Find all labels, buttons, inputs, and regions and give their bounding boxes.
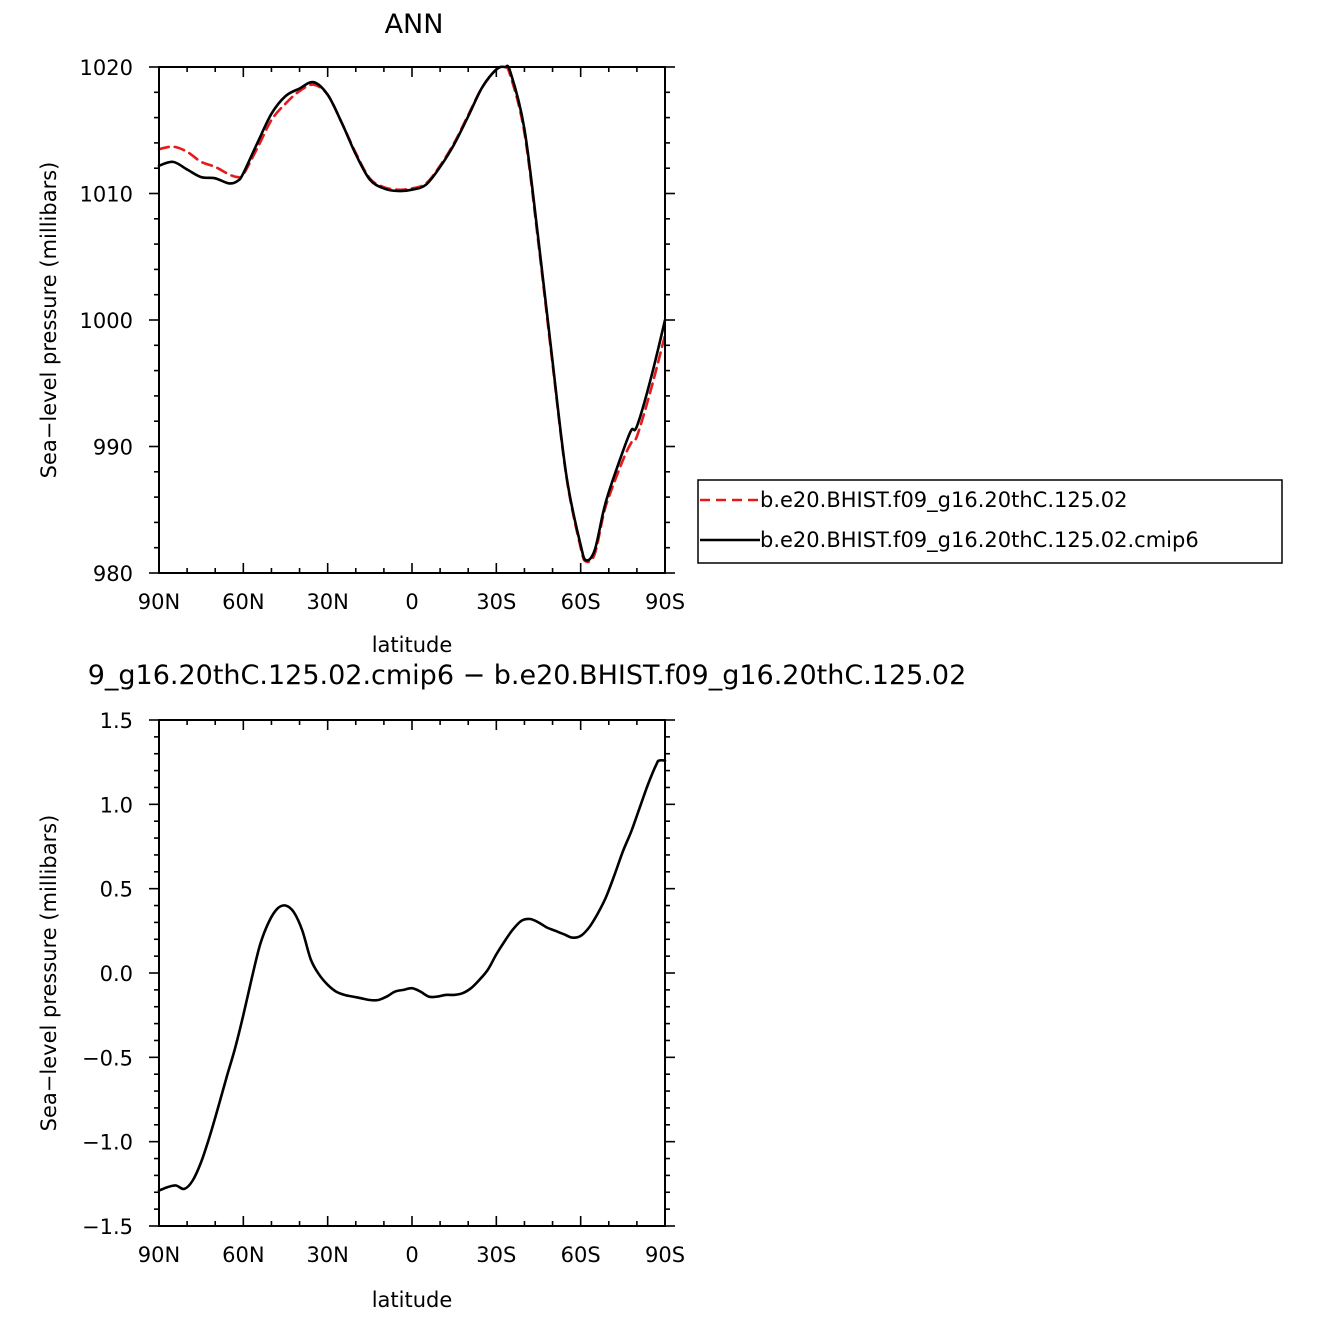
y-tick-label: 1000 [80,309,133,333]
top-x-axis-label: latitude [372,633,453,657]
top-chart-title: ANN [385,9,444,40]
top-y-axis-label: Sea−level pressure (millibars) [37,162,61,479]
bottom-ticks: 90N 60N 30N 0 30S 60S 90S 1.5 1.0 0.5 0.0 −0.5 −1.0 −… [82,709,685,1267]
x-tick-label: 60S [561,1243,601,1267]
bottom-chart-title: 9_g16.20thC.125.02.cmip6 − b.e20.BHIST.f… [88,660,967,691]
y-tick-label: 990 [93,436,133,460]
bottom-y-axis-label: Sea−level pressure (millibars) [37,815,61,1132]
top-ticks: 90N 60N 30N 0 30S 60S 90S 1020 1010 1000 990 980 [80,56,685,614]
x-tick-label: 60N [222,590,264,614]
x-tick-label: 90S [645,590,685,614]
bottom-plot-frame [158,719,666,1227]
x-tick-label: 90S [645,1243,685,1267]
y-tick-label: −1.0 [82,1131,133,1155]
y-tick-label: 1.5 [100,709,133,733]
x-tick-label: 0 [405,590,418,614]
legend: b.e20.BHIST.f09_g16.20thC.125.02 b.e20.B… [697,479,1283,564]
series-line-dashed [157,65,667,564]
top-panel: ANN 90N 60N 30N 0 30S 60S 90S 1020 1010 1000 990 98… [37,9,1283,657]
x-tick-label: 30N [306,1243,348,1267]
y-tick-label: 0.0 [100,962,133,986]
legend-entry-1: b.e20.BHIST.f09_g16.20thC.125.02 [760,488,1127,513]
series-line-solid [157,64,667,562]
y-tick-label: 980 [93,562,133,586]
bottom-series-lines [157,758,667,1192]
y-tick-label: 1.0 [100,793,133,817]
x-tick-label: 60S [561,590,601,614]
x-tick-label: 30S [476,590,516,614]
legend-box [697,479,1283,564]
x-tick-label: 90N [138,590,180,614]
legend-entry-2: b.e20.BHIST.f09_g16.20thC.125.02.cmip6 [760,528,1199,553]
x-tick-label: 60N [222,1243,264,1267]
x-tick-label: 90N [138,1243,180,1267]
x-tick-label: 30S [476,1243,516,1267]
top-plot-frame [158,66,666,574]
y-tick-label: 1010 [80,183,133,207]
x-tick-label: 0 [405,1243,418,1267]
y-tick-label: −0.5 [82,1046,133,1070]
y-tick-label: 0.5 [100,878,133,902]
bottom-x-axis-label: latitude [372,1288,453,1312]
y-tick-label: 1020 [80,56,133,80]
bottom-panel: 9_g16.20thC.125.02.cmip6 − b.e20.BHIST.f… [37,660,966,1312]
series-line-solid [157,758,667,1192]
x-tick-label: 30N [306,590,348,614]
y-tick-label: −1.5 [82,1215,133,1239]
top-series-lines [157,64,667,564]
